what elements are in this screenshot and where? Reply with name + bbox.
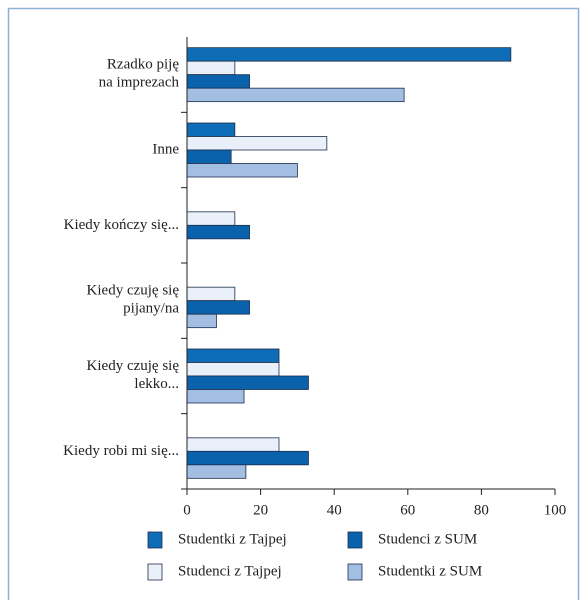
bar: [186, 362, 280, 377]
x-tick-label: 80: [474, 502, 489, 518]
bar: [186, 136, 328, 151]
frame: [7, 7, 580, 600]
x-tick-label: 20: [253, 502, 268, 518]
bar: [186, 450, 309, 466]
bar: [186, 87, 405, 103]
bar: [186, 313, 217, 329]
bar: [186, 47, 512, 62]
bar: [186, 149, 232, 164]
bar: [186, 122, 236, 137]
legend-label: Studentki z Tajpej: [178, 531, 287, 547]
bar: [186, 348, 280, 363]
y-tick-label: Kiedy robi mi się...: [63, 443, 179, 459]
bar: [186, 464, 247, 479]
bar: [186, 286, 236, 302]
legend-label: Studenci z Tajpej: [178, 563, 282, 579]
bar: [186, 224, 250, 240]
x-tick-label: 100: [544, 502, 567, 518]
bar: [186, 389, 245, 404]
y-tick-label: Kiedy czuję się lekko...: [87, 358, 180, 392]
bar: [186, 74, 250, 89]
legend-label: Studenci z SUM: [378, 531, 477, 547]
legend-swatch: [147, 563, 163, 581]
legend-label: Studentki z SUM: [378, 563, 482, 579]
y-tick-label: Kiedy czuję się pijany/na: [87, 283, 180, 317]
y-tick-label: Rzadko piję na imprezach: [99, 57, 180, 91]
legend-swatch: [147, 531, 163, 549]
bar: [186, 437, 280, 452]
bar: [186, 211, 236, 226]
x-tick-label: 0: [183, 502, 191, 518]
legend-swatch: [347, 563, 363, 581]
y-tick-label: Inne: [152, 141, 179, 157]
legend-swatch: [347, 531, 363, 549]
bar: [186, 300, 250, 315]
y-tick-label: Kiedy kończy się...: [64, 217, 179, 233]
bar: [186, 60, 236, 76]
bar: [186, 375, 309, 390]
x-tick-label: 40: [327, 502, 342, 518]
x-tick-label: 60: [400, 502, 415, 518]
bar: [186, 163, 298, 178]
